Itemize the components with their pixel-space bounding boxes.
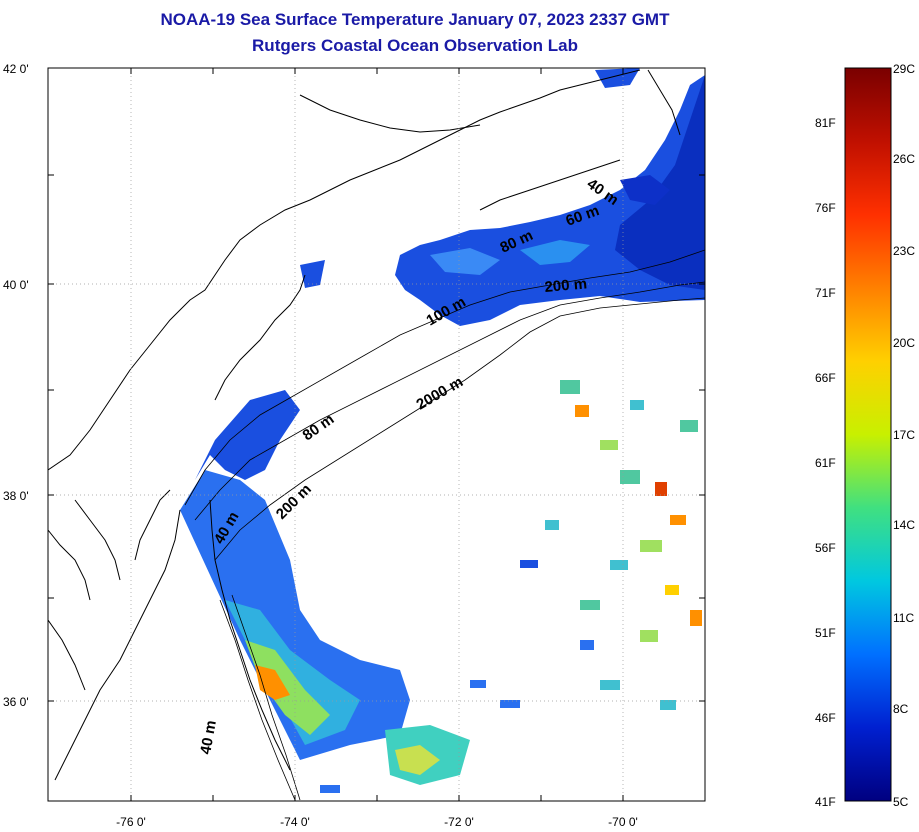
- lon-label-74: -74 0': [280, 815, 310, 829]
- map-plot-area: 40 m 60 m 80 m 200 m 100 m 2000 m 80 m 2…: [48, 68, 705, 801]
- colorbar-c-23: 23C: [893, 244, 916, 258]
- lat-label-38: 38 0': [3, 489, 29, 503]
- map-subtitle: Rutgers Coastal Ocean Observation Lab: [252, 36, 578, 55]
- colorbar-c-26: 26C: [893, 152, 916, 166]
- contour-label-200m-south: 200 m: [273, 481, 315, 523]
- graticule: [48, 68, 705, 801]
- lat-label-36: 36 0': [3, 695, 29, 709]
- colorbar-f-61: 61F: [815, 456, 836, 470]
- lon-label-76: -76 0': [116, 815, 146, 829]
- contour-label-80m-south: 80 m: [300, 411, 338, 445]
- colorbar-f-56: 56F: [815, 541, 836, 555]
- colorbar-f-46: 46F: [815, 711, 836, 725]
- lon-label-70: -70 0': [608, 815, 638, 829]
- colorbar-c-29: 29C: [893, 62, 916, 76]
- contour-label-2000m: 2000 m: [414, 373, 467, 413]
- colorbar-f-41: 41F: [815, 795, 836, 809]
- sst-data-north: [300, 68, 705, 326]
- contour-labels: 40 m 60 m 80 m 200 m 100 m 2000 m 80 m 2…: [197, 175, 621, 755]
- colorbar-c-20: 20C: [893, 336, 916, 350]
- lat-label-40: 40 0': [3, 278, 29, 292]
- colorbar-f-76: 76F: [815, 201, 836, 215]
- colorbar-c-8: 8C: [893, 702, 909, 716]
- lat-label-42: 42 0': [3, 62, 29, 76]
- colorbar-c-5: 5C: [893, 795, 909, 809]
- colorbar-f-66: 66F: [815, 371, 836, 385]
- colorbar-c-17: 17C: [893, 428, 916, 442]
- colorbar-c-11: 11C: [893, 611, 915, 625]
- colorbar-c-14: 14C: [893, 518, 916, 532]
- bathymetry-contours: [184, 249, 705, 801]
- contour-label-200m-north: 200 m: [544, 275, 588, 296]
- sst-data-speckle: [320, 380, 702, 793]
- colorbar: [844, 67, 892, 802]
- map-title: NOAA-19 Sea Surface Temperature January …: [160, 10, 670, 29]
- coastline: [48, 69, 681, 781]
- axis-ticks: [48, 68, 705, 801]
- colorbar-f-51: 51F: [815, 626, 836, 640]
- colorbar-f-81: 81F: [815, 116, 836, 130]
- lon-label-72: -72 0': [444, 815, 474, 829]
- colorbar-f-71: 71F: [815, 286, 836, 300]
- sst-data-swath: [180, 390, 470, 785]
- contour-label-40m-south: 40 m: [197, 719, 220, 756]
